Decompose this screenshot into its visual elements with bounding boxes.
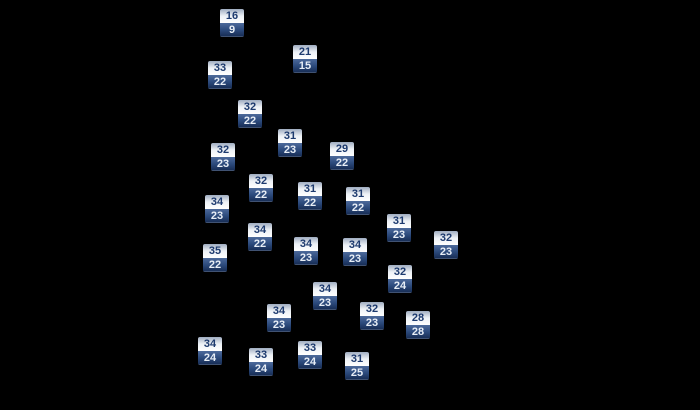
low-temperature-label: 23	[267, 318, 291, 332]
high-temperature-label: 32	[238, 100, 262, 114]
low-temperature-label: 22	[346, 201, 370, 215]
low-temperature-label: 24	[249, 362, 273, 376]
low-temperature-label: 23	[313, 296, 337, 310]
temperature-marker[interactable]: 33 22	[208, 61, 232, 89]
high-temperature-label: 32	[360, 302, 384, 316]
temperature-marker[interactable]: 32 23	[211, 143, 235, 171]
low-temperature-label: 24	[298, 355, 322, 369]
low-temperature-label: 24	[198, 351, 222, 365]
temperature-marker[interactable]: 32 22	[249, 174, 273, 202]
temperature-marker[interactable]: 31 22	[346, 187, 370, 215]
temperature-marker[interactable]: 34 23	[343, 238, 367, 266]
low-temperature-label: 23	[343, 252, 367, 266]
temperature-marker[interactable]: 32 23	[360, 302, 384, 330]
temperature-marker[interactable]: 34 22	[248, 223, 272, 251]
temperature-marker[interactable]: 28 28	[406, 311, 430, 339]
high-temperature-label: 34	[267, 304, 291, 318]
temperature-marker[interactable]: 21 15	[293, 45, 317, 73]
temperature-marker[interactable]: 32 23	[434, 231, 458, 259]
low-temperature-label: 22	[208, 75, 232, 89]
temperature-marker[interactable]: 31 22	[298, 182, 322, 210]
high-temperature-label: 32	[388, 265, 412, 279]
high-temperature-label: 33	[249, 348, 273, 362]
low-temperature-label: 23	[205, 209, 229, 223]
high-temperature-label: 31	[345, 352, 369, 366]
low-temperature-label: 24	[388, 279, 412, 293]
high-temperature-label: 34	[248, 223, 272, 237]
temperature-marker[interactable]: 34 23	[294, 237, 318, 265]
high-temperature-label: 34	[343, 238, 367, 252]
low-temperature-label: 22	[203, 258, 227, 272]
low-temperature-label: 23	[360, 316, 384, 330]
low-temperature-label: 28	[406, 325, 430, 339]
low-temperature-label: 23	[278, 143, 302, 157]
high-temperature-label: 34	[294, 237, 318, 251]
low-temperature-label: 23	[434, 245, 458, 259]
low-temperature-label: 23	[211, 157, 235, 171]
low-temperature-label: 9	[220, 23, 244, 37]
temperature-marker[interactable]: 31 23	[278, 129, 302, 157]
low-temperature-label: 22	[238, 114, 262, 128]
high-temperature-label: 31	[346, 187, 370, 201]
high-temperature-label: 34	[313, 282, 337, 296]
high-temperature-label: 35	[203, 244, 227, 258]
temperature-marker[interactable]: 32 24	[388, 265, 412, 293]
high-temperature-label: 31	[278, 129, 302, 143]
temperature-marker[interactable]: 34 23	[267, 304, 291, 332]
temperature-marker[interactable]: 29 22	[330, 142, 354, 170]
low-temperature-label: 15	[293, 59, 317, 73]
high-temperature-label: 16	[220, 9, 244, 23]
high-temperature-label: 33	[208, 61, 232, 75]
low-temperature-label: 22	[248, 237, 272, 251]
temperature-marker[interactable]: 16 9	[220, 9, 244, 37]
low-temperature-label: 25	[345, 366, 369, 380]
temperature-marker[interactable]: 31 25	[345, 352, 369, 380]
low-temperature-label: 23	[387, 228, 411, 242]
low-temperature-label: 23	[294, 251, 318, 265]
high-temperature-label: 34	[205, 195, 229, 209]
low-temperature-label: 22	[249, 188, 273, 202]
temperature-marker[interactable]: 34 23	[313, 282, 337, 310]
low-temperature-label: 22	[298, 196, 322, 210]
high-temperature-label: 33	[298, 341, 322, 355]
temperature-marker[interactable]: 32 22	[238, 100, 262, 128]
temperature-marker[interactable]: 34 23	[205, 195, 229, 223]
temperature-marker[interactable]: 31 23	[387, 214, 411, 242]
temperature-marker[interactable]: 35 22	[203, 244, 227, 272]
high-temperature-label: 32	[434, 231, 458, 245]
temperature-marker[interactable]: 33 24	[249, 348, 273, 376]
high-temperature-label: 32	[211, 143, 235, 157]
high-temperature-label: 34	[198, 337, 222, 351]
low-temperature-label: 22	[330, 156, 354, 170]
high-temperature-label: 32	[249, 174, 273, 188]
high-temperature-label: 28	[406, 311, 430, 325]
temperature-marker[interactable]: 33 24	[298, 341, 322, 369]
high-temperature-label: 29	[330, 142, 354, 156]
high-temperature-label: 31	[298, 182, 322, 196]
high-temperature-label: 21	[293, 45, 317, 59]
high-temperature-label: 31	[387, 214, 411, 228]
temperature-marker[interactable]: 34 24	[198, 337, 222, 365]
